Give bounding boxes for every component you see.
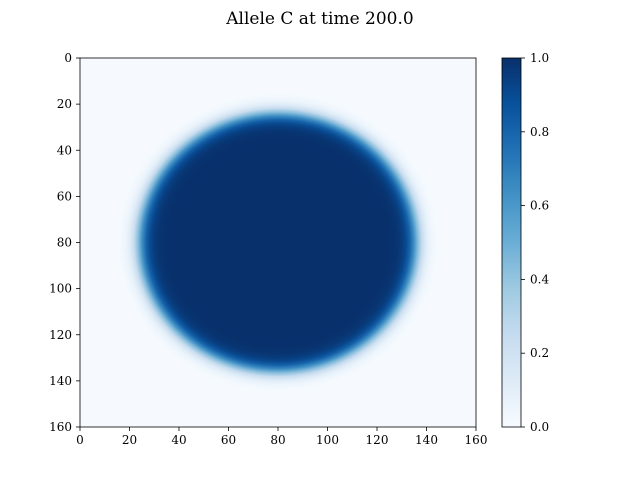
heatmap-disk: [80, 58, 476, 427]
x-tick-label: 160: [465, 433, 488, 447]
y-tick-label: 0: [64, 51, 72, 65]
colorbar-tick-label: 0.8: [530, 125, 549, 139]
x-tick-label: 80: [270, 433, 285, 447]
x-tick-label: 120: [366, 433, 389, 447]
plot-area: [79, 57, 477, 428]
y-tick-label: 120: [49, 328, 72, 342]
x-axis: 0 20 40 60 80 100 120 140 160: [76, 427, 487, 447]
colorbar-frame: [501, 57, 522, 428]
colorbar-tick-label: 1.0: [530, 51, 549, 65]
x-tick-label: 60: [221, 433, 236, 447]
y-tick-label: 80: [57, 236, 72, 250]
colorbar: 0.0 0.2 0.4 0.6 0.8 1.0: [501, 51, 549, 434]
colorbar-tick-label: 0.6: [530, 199, 549, 213]
y-tick-label: 40: [57, 143, 72, 157]
colorbar-tick-label: 0.2: [530, 346, 549, 360]
y-tick-label: 20: [57, 97, 72, 111]
colorbar-tick-label: 0.0: [530, 420, 549, 434]
colorbar-fill: [502, 58, 521, 427]
chart-title: Allele C at time 200.0: [225, 9, 413, 29]
x-tick-label: 100: [316, 433, 339, 447]
y-tick-label: 160: [49, 420, 72, 434]
y-tick-label: 140: [49, 374, 72, 388]
x-tick-label: 40: [171, 433, 186, 447]
x-tick-label: 20: [122, 433, 137, 447]
y-axis: 0 20 40 60 80 100 120 140 160: [49, 51, 80, 434]
y-tick-label: 100: [49, 282, 72, 296]
x-tick-label: 0: [76, 433, 84, 447]
y-tick-label: 60: [57, 189, 72, 203]
x-tick-label: 140: [415, 433, 438, 447]
colorbar-ticks: 0.0 0.2 0.4 0.6 0.8 1.0: [521, 51, 549, 434]
colorbar-tick-label: 0.4: [530, 272, 549, 286]
